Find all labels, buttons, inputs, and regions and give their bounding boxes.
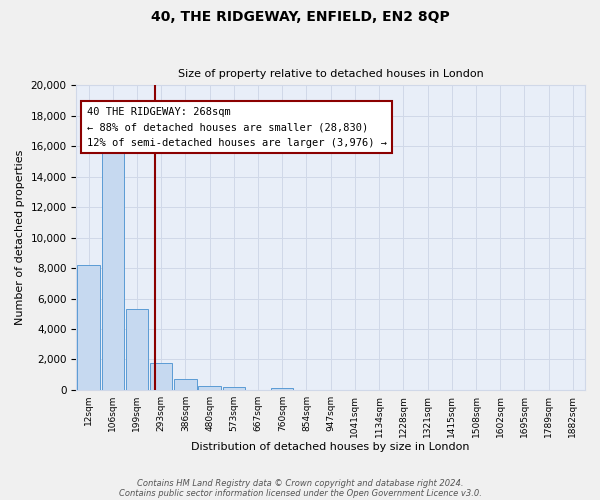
Text: 40, THE RIDGEWAY, ENFIELD, EN2 8QP: 40, THE RIDGEWAY, ENFIELD, EN2 8QP — [151, 10, 449, 24]
X-axis label: Distribution of detached houses by size in London: Distribution of detached houses by size … — [191, 442, 470, 452]
Bar — [77, 265, 100, 390]
Bar — [101, 138, 124, 390]
Bar — [174, 378, 197, 390]
Bar — [199, 386, 221, 390]
Text: Contains public sector information licensed under the Open Government Licence v3: Contains public sector information licen… — [119, 488, 481, 498]
Y-axis label: Number of detached properties: Number of detached properties — [15, 150, 25, 326]
Text: 40 THE RIDGEWAY: 268sqm
← 88% of detached houses are smaller (28,830)
12% of sem: 40 THE RIDGEWAY: 268sqm ← 88% of detache… — [86, 106, 386, 148]
Bar — [223, 388, 245, 390]
Text: Contains HM Land Registry data © Crown copyright and database right 2024.: Contains HM Land Registry data © Crown c… — [137, 478, 463, 488]
Bar — [271, 388, 293, 390]
Bar — [150, 364, 172, 390]
Title: Size of property relative to detached houses in London: Size of property relative to detached ho… — [178, 69, 484, 79]
Bar — [126, 309, 148, 390]
